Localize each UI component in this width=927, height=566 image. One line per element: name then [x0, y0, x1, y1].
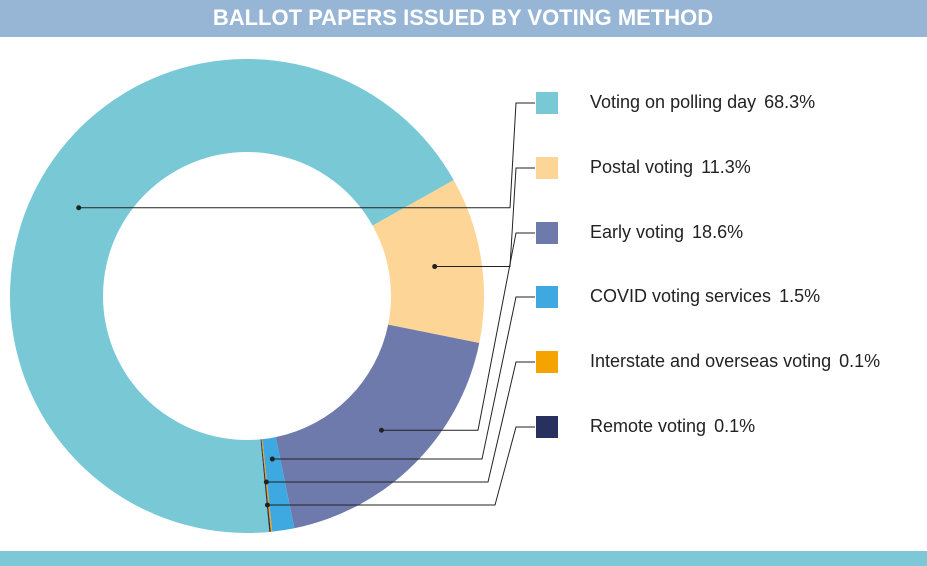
legend-entry: Interstate and overseas voting 0.1%: [590, 351, 880, 371]
legend-label: COVID voting services: [590, 286, 771, 306]
leader-dot: [432, 264, 438, 270]
footer-bar: [0, 551, 927, 566]
legend-swatch: [536, 92, 558, 114]
leader-dot: [263, 479, 269, 485]
legend-swatch: [536, 286, 558, 308]
leader-dot: [76, 205, 82, 211]
legend-value: 0.1%: [714, 416, 755, 436]
leader-line: [272, 296, 535, 460]
legend-entry: COVID voting services 1.5%: [590, 286, 820, 306]
legend-value: 1.5%: [779, 286, 820, 306]
legend-value: 18.6%: [692, 222, 743, 242]
title-bar: [0, 0, 927, 37]
chart-title: BALLOT PAPERS ISSUED BY VOTING METHOD: [213, 5, 713, 30]
legend-swatch: [536, 157, 558, 179]
donut-segment: [261, 439, 273, 532]
donut-segment: [9, 58, 454, 533]
legend-value: 68.3%: [764, 92, 815, 112]
leader-dot: [378, 427, 384, 433]
legend-label: Early voting: [590, 222, 684, 242]
leader-line: [78, 102, 535, 209]
leader-line: [266, 361, 535, 483]
legend-entry: Postal voting 11.3%: [590, 157, 751, 177]
legend-value: 0.1%: [839, 351, 880, 371]
legend-entry: Voting on polling day 68.3%: [590, 92, 815, 112]
leader-line: [381, 232, 535, 431]
legend-label: Voting on polling day: [590, 92, 756, 112]
donut-segment: [262, 437, 295, 532]
legend-label: Interstate and overseas voting: [590, 351, 831, 371]
leader-dot: [264, 502, 270, 508]
legend-label: Remote voting: [590, 416, 706, 436]
legend-entry: Remote voting 0.1%: [590, 416, 755, 436]
legend-swatch: [536, 222, 558, 244]
legend-swatch: [536, 351, 558, 373]
leader-line: [267, 426, 535, 506]
legend-entry: Early voting 18.6%: [590, 222, 743, 242]
donut-segment: [372, 180, 484, 344]
donut-segment: [275, 324, 480, 529]
donut-segment: [260, 439, 271, 532]
legend-value: 11.3%: [701, 157, 751, 177]
leader-dot: [269, 456, 275, 462]
legend-swatch: [536, 416, 558, 438]
leader-line: [434, 167, 535, 268]
legend-label: Postal voting: [590, 157, 693, 177]
